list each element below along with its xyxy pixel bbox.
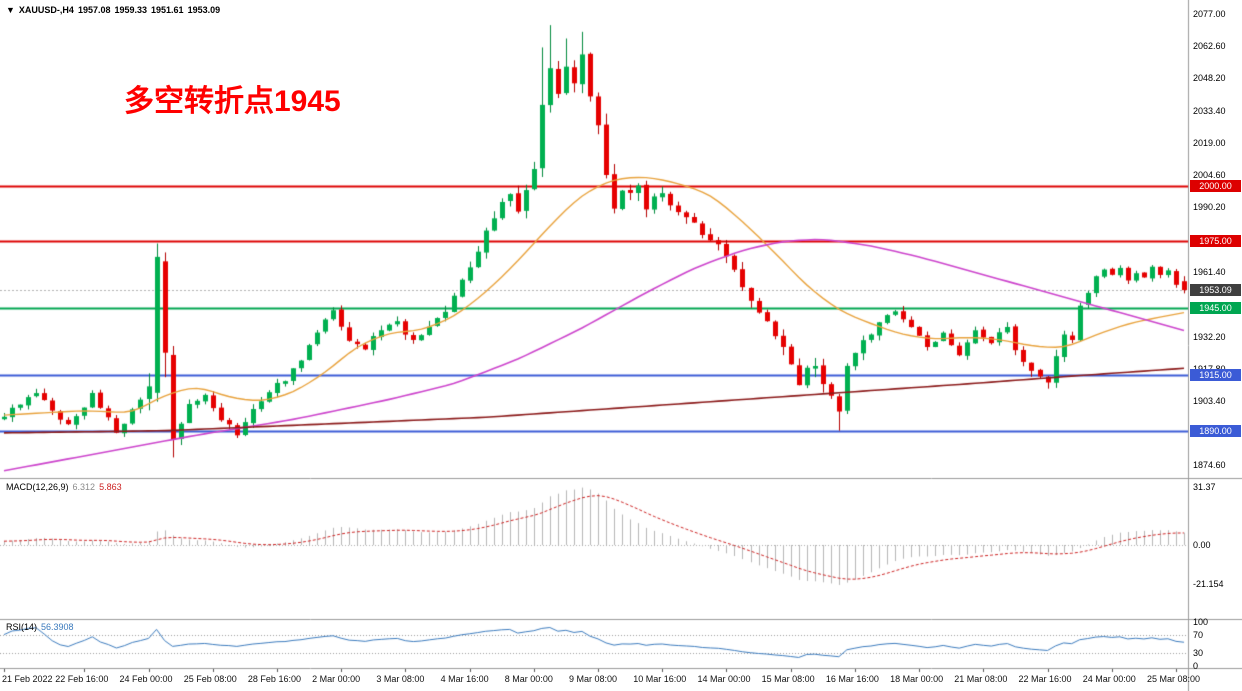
rsi-indicator-label: RSI(14) 56.3908 <box>6 622 74 632</box>
macd-main-value: 6.312 <box>72 482 96 492</box>
rsi-value: 56.3908 <box>41 622 74 632</box>
ohlc-open-value: 1957.08 <box>77 5 111 15</box>
ohlc-close-value: 1953.09 <box>187 5 221 15</box>
macd-signal-value: 5.863 <box>99 482 122 492</box>
annotation-text: 多空转折点1945 <box>124 85 341 118</box>
ohlc-high-value: 1959.33 <box>114 5 148 15</box>
symbol-info-bar: ▼ XAUUSD-,H4 1957.08 1959.33 1951.61 1953.09 <box>6 5 224 15</box>
macd-indicator-label: MACD(12,26,9) 6.312 5.863 <box>6 482 122 492</box>
ohlc-low-value: 1951.61 <box>151 5 184 15</box>
macd-name-label: MACD(12,26,9) <box>6 482 69 492</box>
symbol-period-label: XAUUSD-,H4 <box>18 5 74 15</box>
symbol-marker-icon: ▼ <box>6 5 15 15</box>
rsi-name-label: RSI(14) <box>6 622 38 632</box>
